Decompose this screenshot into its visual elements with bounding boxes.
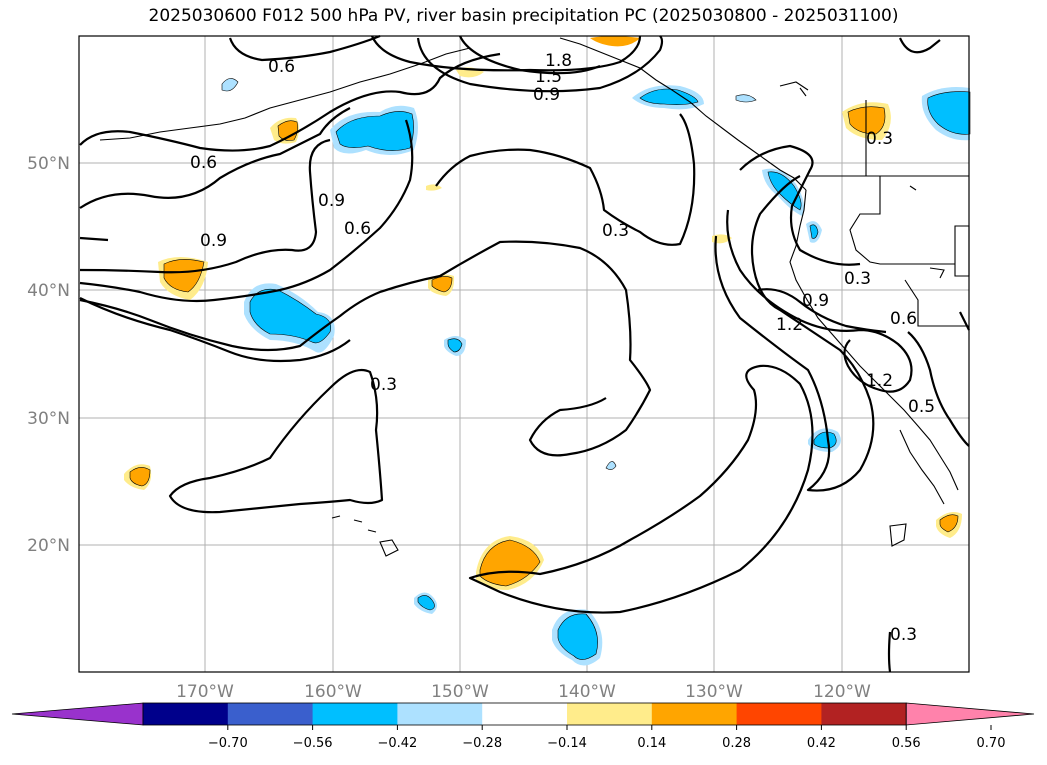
coastlines	[99, 37, 970, 557]
longitude-labels: 170°W 160°W 150°W 140°W 130°W 120°W	[176, 682, 871, 702]
pv-contours	[79, 34, 970, 673]
colorbar-tick-label: −0.70	[208, 736, 248, 751]
colorbar-segment	[397, 703, 483, 725]
colorbar-tick-label: 0.42	[807, 736, 836, 751]
graticule	[79, 36, 969, 672]
contour-label: 0.6	[344, 219, 371, 239]
contour-label: 1.8	[545, 51, 572, 71]
latitude-labels: 50°N 40°N 30°N 20°N	[27, 154, 70, 556]
lat-label-30n: 30°N	[27, 409, 70, 429]
lat-label-20n: 20°N	[27, 536, 70, 556]
colorbar-segment	[651, 703, 738, 725]
colorbar-tick-label: −0.56	[293, 736, 333, 751]
colorbar-extend-max	[905, 702, 1035, 726]
colorbar-tick-label: −0.42	[377, 736, 417, 751]
contour-label: 0.6	[190, 153, 217, 173]
colorbar-segment	[482, 703, 568, 725]
colorbar-tick-label: −0.14	[547, 736, 587, 751]
colorbar-extend-min	[11, 702, 144, 726]
contour-label: 0.9	[318, 191, 345, 211]
contour-label: 0.5	[908, 397, 935, 417]
contour-label: 0.3	[844, 269, 871, 289]
contour-label: 1.2	[776, 315, 803, 335]
lon-label-120w: 120°W	[813, 682, 871, 702]
contour-labels: 0.6 1.8 1.5 0.9 0.6 0.9 0.6 0.9 0.3 0.3 …	[190, 51, 935, 645]
colorbar-tick-label: 0.56	[892, 736, 921, 751]
colorbar-segment	[312, 703, 398, 725]
colorbar-tick-label: 0.14	[637, 736, 666, 751]
lat-label-40n: 40°N	[27, 281, 70, 301]
contour-label: 1.5	[535, 67, 562, 87]
lon-label-150w: 150°W	[431, 682, 489, 702]
lon-label-130w: 130°W	[685, 682, 743, 702]
contour-label: 0.9	[533, 85, 560, 105]
lat-label-50n: 50°N	[27, 154, 70, 174]
colorbar: −0.70 −0.56 −0.42 −0.28 −0.14 0.14 0.28 0.42 0.5…	[11, 702, 1035, 751]
lon-label-160w: 160°W	[304, 682, 362, 702]
colorbar-segment	[227, 703, 314, 725]
colorbar-segment	[143, 703, 229, 725]
contour-label: 0.3	[890, 625, 917, 645]
colorbar-segment	[567, 703, 653, 725]
colorbar-frame	[142, 702, 907, 726]
colorbar-tick-label: 0.70	[977, 736, 1006, 751]
colorbar-segment	[736, 703, 822, 725]
contour-label: 0.6	[268, 57, 295, 77]
map-title: 2025030600 F012 500 hPa PV, river basin …	[148, 6, 899, 26]
lon-label-170w: 170°W	[176, 682, 234, 702]
contour-label: 0.3	[866, 129, 893, 149]
colorbar-segment	[821, 703, 907, 725]
contour-label: 0.3	[370, 375, 397, 395]
contour-label: 0.9	[802, 291, 829, 311]
contour-label: 1.2	[866, 371, 893, 391]
colorbar-tick-label: −0.28	[462, 736, 502, 751]
contour-label: 0.3	[602, 221, 629, 241]
contour-label: 0.6	[890, 309, 917, 329]
contour-label: 0.9	[200, 231, 227, 251]
lon-label-140w: 140°W	[558, 682, 616, 702]
map-frame	[78, 35, 970, 673]
colorbar-tick-label: 0.28	[722, 736, 751, 751]
